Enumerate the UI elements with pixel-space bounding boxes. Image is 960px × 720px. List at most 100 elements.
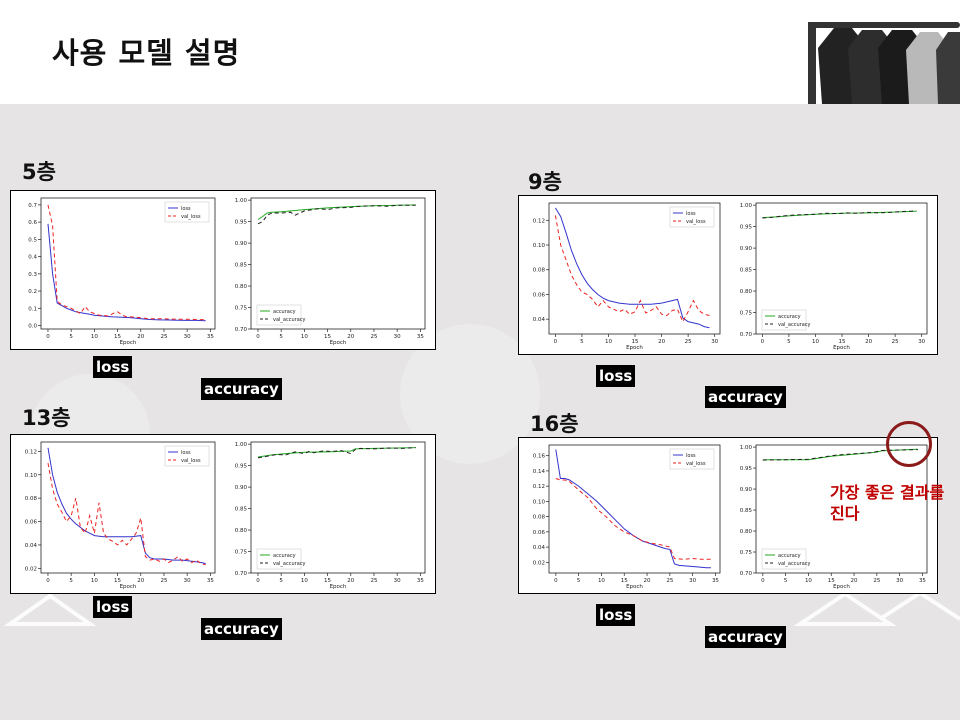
loss-tag-16: loss	[596, 604, 636, 626]
fig5-accuracy-ytick-label: 0.85	[235, 263, 248, 269]
fig5-accuracy-xlabel: Epoch	[330, 340, 347, 346]
fig5-accuracy-xtick-label: 20	[347, 334, 354, 340]
fig9-loss-xtick-label: 15	[632, 339, 639, 345]
fig13-loss-series-val_loss	[47, 463, 206, 566]
chart-figure-5: 0 5 10 15 20 25 30 35 0.0 0.1 0.2 0.3 0.4 0.5 0.6 0.7 Ep…	[28, 197, 426, 346]
fig16-accuracy-legend-label-val_accuracy: val_accuracy	[778, 561, 811, 567]
fig13-accuracy-ytick-label: 0.80	[235, 528, 248, 534]
fig5-loss-xtick-label: 25	[160, 334, 167, 340]
loss-tag-9: loss	[596, 365, 636, 387]
fig9-accuracy-series-val_accuracy	[762, 210, 917, 219]
fig13-loss-ytick-label: 0.04	[25, 543, 38, 549]
fig13-loss-legend-label-val_loss: val_loss	[181, 458, 201, 464]
fig13-loss-ytick-label: 0.08	[25, 496, 38, 502]
fig13-accuracy-xtick-label: 0	[256, 578, 260, 584]
fig13-accuracy-series-val_accuracy	[257, 447, 416, 459]
fig5-loss-ytick-label: 0.0	[28, 324, 37, 330]
fig16-loss-series-val_loss	[555, 478, 711, 560]
fig5-loss-legend-box	[164, 201, 210, 223]
fig16-accuracy-ytick-label: 0.90	[740, 487, 753, 493]
fig16-accuracy-ytick-label: 1.00	[740, 445, 753, 451]
fig9-loss-legend-label-loss: loss	[686, 211, 696, 217]
fig9-accuracy-ytick-label: 0.75	[740, 311, 753, 317]
fig5-loss-xtick-label: 5	[69, 334, 73, 340]
fig5-loss-ytick-label: 0.5	[28, 237, 37, 243]
fig13-loss-xtick-label: 35	[207, 578, 214, 584]
fig9-accuracy-xtick-label: 30	[918, 339, 925, 345]
fig16-loss-ytick-label: 0.04	[533, 545, 546, 551]
fig16-accuracy-ytick-label: 0.85	[740, 508, 753, 514]
fig5-loss-legend-label-val_loss: val_loss	[181, 214, 201, 220]
fig13-loss-xtick-label: 25	[160, 578, 167, 584]
chart-figure-13: 0 5 10 15 20 25 30 35 0.02 0.04 0.06 0.08 0.10 0.12 Ep…	[25, 441, 426, 590]
fig16-loss-legend-box	[669, 448, 715, 470]
fig13-loss-xtick-label: 0	[46, 578, 50, 584]
fig13-loss-xtick-label: 5	[69, 578, 73, 584]
accuracy-tag-16: accuracy	[705, 626, 786, 648]
fig5-accuracy-legend-box	[256, 304, 302, 326]
fig16-accuracy-ytick-label: 0.75	[740, 550, 753, 556]
fig16-accuracy-xtick-label: 0	[761, 578, 765, 584]
fig16-loss-ytick-label: 0.08	[533, 515, 546, 521]
fig13-loss-xtick-label: 10	[91, 578, 98, 584]
fig13-accuracy-xtick-label: 20	[347, 578, 354, 584]
fig5-accuracy-xtick-label: 30	[394, 334, 401, 340]
fig5-loss-xtick-label: 10	[91, 334, 98, 340]
section-title-16: 16층	[530, 412, 579, 436]
fig13-accuracy-ytick-label: 0.85	[235, 507, 248, 513]
fig13-accuracy-xtick-label: 35	[417, 578, 424, 584]
fig5-loss-xtick-label: 0	[46, 334, 50, 340]
fig9-accuracy-legend-label-accuracy: accuracy	[778, 314, 801, 320]
chart-figure-16: 0 5 10 15 20 25 30 35 0.02 0.04 0.06 0.08 0.10 0.12 0.…	[533, 444, 928, 590]
fig13-accuracy-ytick-label: 0.90	[235, 485, 248, 491]
section-title-9: 9층	[528, 170, 562, 194]
fig13-loss-xtick-label: 30	[184, 578, 191, 584]
loss-tag-5: loss	[93, 356, 133, 378]
fig5-accuracy-xtick-label: 25	[370, 334, 377, 340]
fig13-loss-legend-box	[164, 445, 210, 467]
figure-16: 0 5 10 15 20 25 30 35 0.02 0.04 0.06 0.08 0.10 0.12 0.…	[518, 437, 938, 594]
fig16-accuracy-xtick-label: 10	[805, 578, 812, 584]
fig9-loss-xtick-label: 5	[580, 339, 584, 345]
fig9-accuracy-xtick-label: 20	[865, 339, 872, 345]
fig16-loss-xtick-label: 5	[577, 578, 581, 584]
highlight-circle	[886, 421, 932, 467]
fig5-loss-legend-label-loss: loss	[181, 206, 191, 212]
fig5-accuracy-ytick-label: 0.75	[235, 306, 248, 312]
fig13-accuracy-legend-box	[256, 548, 302, 570]
fig9-loss-ytick-label: 0.10	[533, 243, 546, 249]
fig13-loss-ytick-label: 0.12	[25, 449, 37, 455]
section-title-5: 5층	[22, 160, 56, 184]
fig9-loss-legend-box	[669, 206, 715, 228]
fig5-loss-ytick-label: 0.3	[28, 272, 37, 278]
fig9-accuracy-xtick-label: 25	[892, 339, 899, 345]
fig9-loss-legend-label-val_loss: val_loss	[686, 219, 706, 225]
fig16-loss-ytick-label: 0.10	[533, 499, 546, 505]
fig5-accuracy-ytick-label: 0.95	[235, 220, 248, 226]
fig9-loss-xtick-label: 30	[711, 339, 718, 345]
fig5-accuracy-ytick-label: 1.00	[235, 198, 248, 204]
slide-title: 사용 모델 설명	[52, 36, 241, 70]
fig13-loss-ytick-label: 0.02	[25, 566, 37, 572]
fig9-accuracy-ytick-label: 0.70	[740, 332, 753, 338]
fig5-accuracy-legend-label-accuracy: accuracy	[273, 309, 296, 315]
fig16-accuracy-ytick-label: 0.80	[740, 529, 753, 535]
fig16-accuracy-xtick-label: 30	[896, 578, 903, 584]
fig13-accuracy-ytick-label: 0.70	[235, 571, 248, 577]
fig5-loss-xtick-label: 15	[114, 334, 121, 340]
figure-13: 0 5 10 15 20 25 30 35 0.02 0.04 0.06 0.08 0.10 0.12 Ep…	[10, 434, 436, 594]
fig16-loss-xtick-label: 10	[598, 578, 605, 584]
fig16-loss-xtick-label: 15	[621, 578, 628, 584]
fig16-loss-series-loss	[555, 449, 711, 569]
fig13-loss-legend-label-loss: loss	[181, 450, 191, 456]
accuracy-tag-5: accuracy	[201, 378, 282, 400]
fig5-loss-xtick-label: 30	[184, 334, 191, 340]
fig16-loss-xtick-label: 0	[554, 578, 558, 584]
clothes-rack-illustration	[800, 0, 960, 104]
fig16-loss-legend-label-val_loss: val_loss	[686, 461, 706, 467]
fig9-accuracy-xtick-label: 0	[761, 339, 765, 345]
fig5-loss-xlabel: Epoch	[120, 340, 137, 346]
section-title-13: 13층	[22, 406, 71, 430]
fig16-loss-ytick-label: 0.06	[533, 530, 546, 536]
fig16-accuracy-xtick-label: 15	[828, 578, 835, 584]
